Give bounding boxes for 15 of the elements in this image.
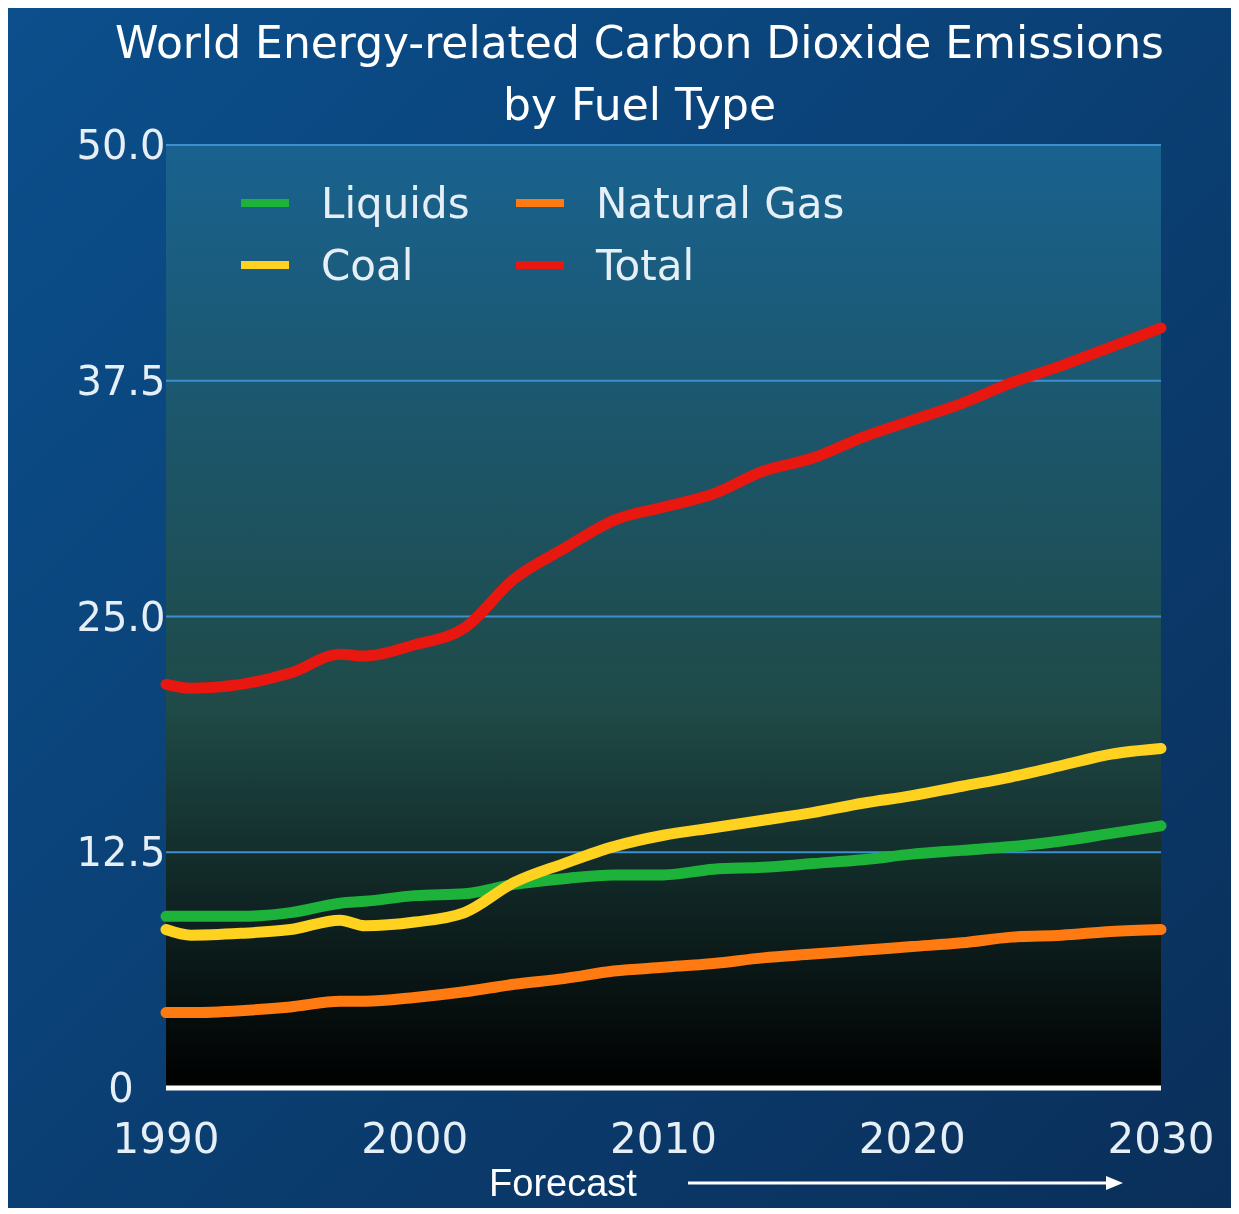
legend-label: Coal	[321, 240, 414, 290]
x-tick-label: 2020	[858, 1114, 966, 1163]
legend-label: Natural Gas	[596, 178, 845, 228]
x-tick-label: 2010	[610, 1114, 717, 1163]
legend-label: Total	[595, 240, 695, 290]
x-tick-label: 2030	[1107, 1114, 1215, 1163]
legend-label: Liquids	[321, 178, 470, 228]
y-tick-label: 12.5	[76, 829, 166, 876]
y-tick-label: 50.0	[76, 122, 166, 168]
y-tick-label: 37.5	[76, 357, 166, 404]
y-tick-label: 0	[108, 1065, 134, 1111]
y-tick-label: 25.0	[76, 593, 166, 640]
text: Forecast	[489, 1162, 638, 1204]
x-tick-label: 1990	[112, 1114, 220, 1163]
x-tick-label: 2000	[361, 1114, 469, 1163]
